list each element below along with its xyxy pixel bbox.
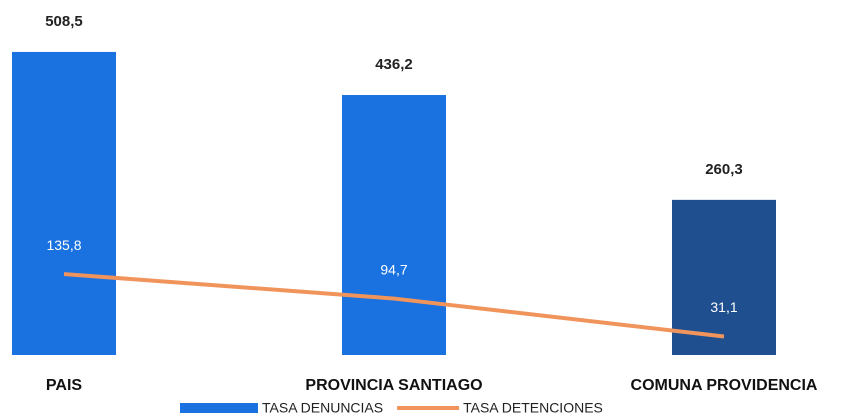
bar (342, 95, 446, 355)
legend-swatch (180, 403, 258, 413)
bar-value-label: 436,2 (375, 56, 413, 73)
x-tick-label: PROVINCIA SANTIAGO (305, 377, 482, 394)
bar (12, 51, 116, 356)
line (63, 272, 725, 339)
bar-value-label: 260,3 (705, 161, 743, 178)
bar (672, 199, 776, 355)
line-value-label: 94,7 (380, 261, 407, 277)
bar-value-label: 508,5 (45, 13, 83, 30)
legend-label: TASA DETENCIONES (463, 400, 603, 416)
line-value-label: 135,8 (46, 237, 81, 253)
line-value-label: 31,1 (710, 299, 737, 315)
legend-label: TASA DENUNCIAS (262, 400, 383, 416)
x-tick-label: PAIS (46, 377, 82, 394)
x-tick-label: COMUNA PROVIDENCIA (631, 377, 818, 394)
